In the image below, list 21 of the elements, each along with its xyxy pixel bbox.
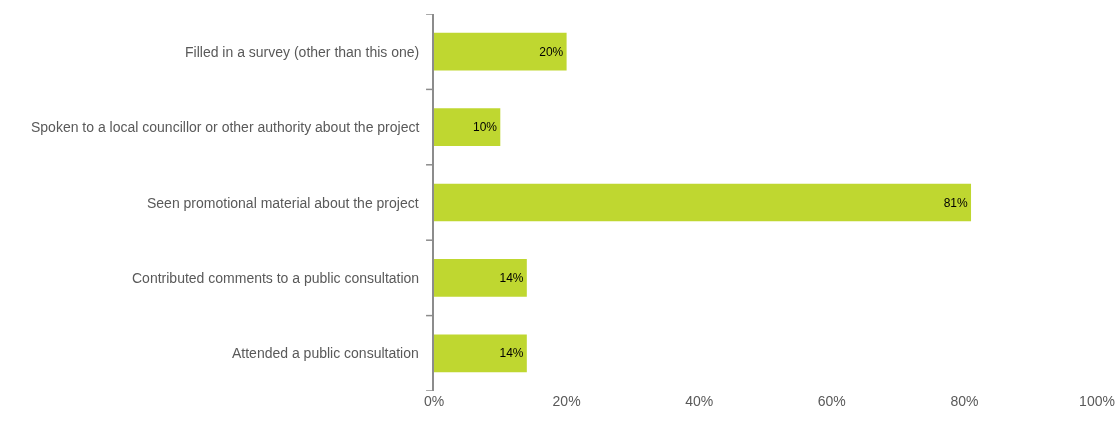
- bar: [434, 32, 567, 71]
- x-tick-label: 40%: [685, 393, 714, 409]
- y-tick-label: Seen promotional material about the project: [147, 195, 419, 211]
- data-label: 81%: [943, 195, 969, 210]
- data-label: 20%: [539, 44, 564, 59]
- data-label: 14%: [499, 270, 524, 285]
- x-tick-label: 0%: [423, 393, 445, 409]
- x-tick-label: 60%: [817, 393, 846, 409]
- y-tick-label: Contributed comments to a public consultation: [132, 270, 420, 286]
- data-label: 14%: [499, 346, 524, 361]
- data-label: 10%: [472, 120, 498, 135]
- bar: [434, 108, 501, 146]
- x-tick-label: 80%: [950, 393, 979, 409]
- y-tick-label: Attended a public consultation: [232, 345, 419, 361]
- y-tick-label: Filled in a survey (other than this one): [185, 44, 420, 60]
- y-tick-label: Spoken to a local councillor or other authority about the project: [31, 119, 420, 135]
- bar: [434, 334, 527, 373]
- bar: [434, 259, 527, 297]
- bar: [434, 183, 972, 222]
- x-tick-label: 100%: [1079, 393, 1115, 409]
- x-tick-label: 20%: [552, 393, 581, 409]
